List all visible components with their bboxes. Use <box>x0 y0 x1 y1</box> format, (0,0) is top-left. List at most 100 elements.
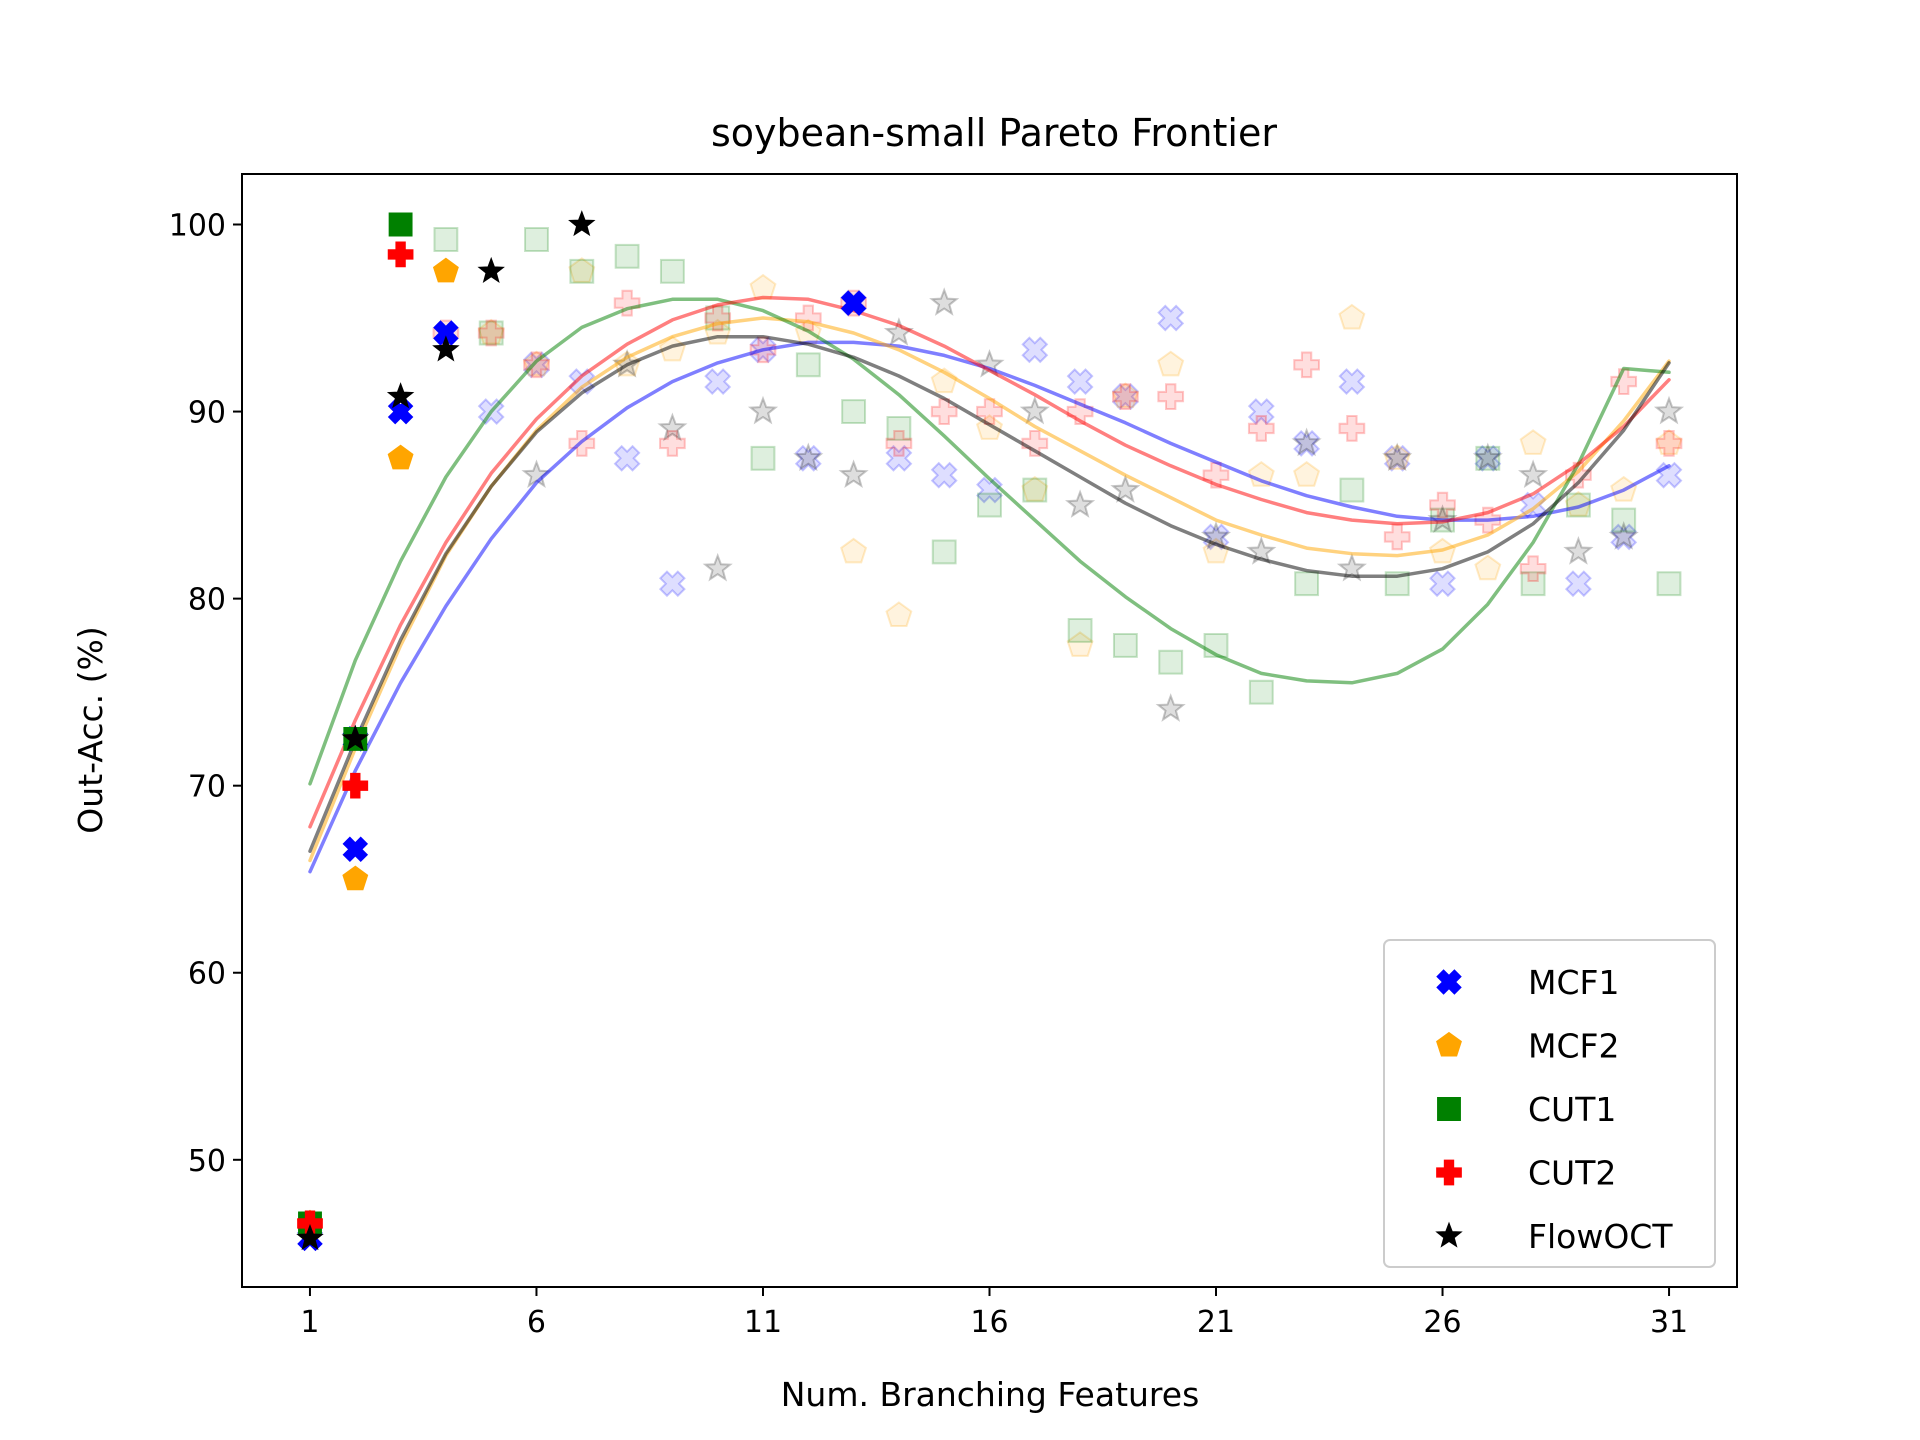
frontier-point-cut2-2 <box>387 241 414 268</box>
legend-marker-cut1 <box>1437 1097 1461 1121</box>
faded-point-mcf1-13 <box>1066 368 1094 396</box>
faded-point-cut2-10 <box>885 430 913 457</box>
x-tick-label-16: 16 <box>970 1305 1008 1340</box>
faded-point-mcf1-20 <box>1383 444 1411 472</box>
faded-point-cut1-2 <box>524 227 549 252</box>
frontier-point-flowoct-3 <box>432 335 460 362</box>
legend-frame <box>1383 939 1716 1268</box>
faded-point-flowoct-10 <box>1019 395 1050 425</box>
faded-point-cut1-0 <box>433 227 459 252</box>
faded-point-mcf1-5 <box>704 368 732 396</box>
faded-point-flowoct-2 <box>657 412 688 442</box>
faded-point-mcf1-24 <box>1564 570 1592 598</box>
faded-point-cut1-9 <box>841 399 867 425</box>
faded-point-flowoct-15 <box>1246 536 1277 565</box>
faded-point-flowoct-22 <box>1563 536 1594 565</box>
faded-point-cut2-12 <box>976 398 1003 425</box>
faded-point-mcf2-23 <box>1519 429 1547 455</box>
faded-point-cut2-2 <box>523 351 550 379</box>
plot-area <box>241 173 1738 1288</box>
faded-point-mcf2-0 <box>477 318 505 345</box>
legend: MCF1 MCF2 CUT1 CUT2 FlowOCT <box>1383 939 1716 1268</box>
frontier-points-layer <box>296 210 867 1252</box>
faded-point-cut2-26 <box>1610 368 1638 395</box>
x-tick-label-6: 6 <box>527 1305 546 1340</box>
trend-line-cut1 <box>308 297 1671 786</box>
legend-marker-mcf1 <box>1436 969 1462 995</box>
faded-point-cut1-11 <box>931 539 957 565</box>
faded-point-cut2-22 <box>1429 491 1456 519</box>
faded-point-cut2-18 <box>1247 415 1275 442</box>
faded-point-mcf1-19 <box>1338 368 1366 396</box>
faded-point-cut1-8 <box>795 352 821 378</box>
x-tick-label-26: 26 <box>1423 1305 1461 1340</box>
faded-point-mcf1-10 <box>930 461 958 489</box>
faded-point-cut2-20 <box>1338 415 1366 442</box>
frontier-point-flowoct-0 <box>296 1223 324 1251</box>
faded-point-mcf2-26 <box>1655 429 1683 455</box>
faded-point-cut1-3 <box>569 258 595 284</box>
x-tick-label-21: 21 <box>1197 1305 1235 1340</box>
legend-marker-flowoct <box>1435 1221 1463 1248</box>
faded-point-mcf2-15 <box>1157 350 1185 377</box>
faded-point-mcf1-14 <box>1111 383 1139 411</box>
faded-point-mcf2-20 <box>1383 444 1411 470</box>
faded-point-mcf2-13 <box>1066 631 1094 657</box>
faded-point-mcf2-12 <box>1021 475 1049 502</box>
faded-point-flowoct-14 <box>1200 521 1232 550</box>
faded-point-flowoct-18 <box>1382 442 1413 472</box>
faded-point-mcf1-9 <box>885 444 913 472</box>
faded-point-mcf1-3 <box>613 444 641 472</box>
faded-point-flowoct-13 <box>1155 693 1186 722</box>
x-axis-label: Num. Branching Features <box>781 1375 1200 1414</box>
frontier-point-cut2-1 <box>342 772 369 799</box>
faded-point-cut2-24 <box>1519 555 1547 583</box>
faded-point-flowoct-12 <box>1110 474 1141 503</box>
faded-point-mcf2-2 <box>568 257 596 283</box>
faded-point-mcf1-25 <box>1610 523 1638 551</box>
y-tick-label-100: 100 <box>169 209 226 244</box>
legend-marker-mcf2 <box>1436 1031 1462 1057</box>
faded-point-cut2-6 <box>704 304 732 332</box>
frontier-point-flowoct-4 <box>477 256 505 283</box>
y-tick-label-80: 80 <box>188 583 226 618</box>
faded-point-mcf1-12 <box>1021 336 1049 364</box>
faded-point-cut1-27 <box>1656 571 1682 597</box>
faded-point-mcf1-7 <box>794 444 822 472</box>
faded-point-mcf1-15 <box>1157 304 1185 332</box>
y-axis-ticks: 50 60 70 80 90 100 <box>169 209 242 1179</box>
faded-point-cut1-23 <box>1475 445 1501 471</box>
faded-point-flowoct-21 <box>1518 459 1549 489</box>
faded-point-cut1-18 <box>1248 679 1274 705</box>
faded-point-cut1-5 <box>659 258 685 284</box>
faded-point-cut2-4 <box>613 289 641 317</box>
faded-point-cut2-5 <box>659 430 686 457</box>
faded-point-cut1-20 <box>1339 477 1365 503</box>
legend-marker-cut2 <box>1436 1159 1462 1186</box>
x-axis-ticks: 1 6 11 16 21 26 31 <box>300 1287 1688 1340</box>
faded-point-cut1-7 <box>750 445 776 471</box>
legend-label-cut1: CUT1 <box>1528 1090 1616 1129</box>
faded-point-flowoct-20 <box>1472 442 1503 472</box>
faded-point-mcf2-14 <box>1111 382 1139 409</box>
frontier-point-flowoct-1 <box>341 724 370 751</box>
frontier-point-mcf1-5 <box>840 290 867 316</box>
faded-point-cut1-15 <box>1112 632 1138 658</box>
y-tick-label-90: 90 <box>188 396 226 431</box>
faded-point-flowoct-8 <box>929 287 960 316</box>
faded-point-mcf2-19 <box>1338 303 1366 330</box>
faded-point-mcf2-22 <box>1474 554 1502 581</box>
frontier-point-cut1-2 <box>388 212 413 237</box>
trend-line-cut2 <box>308 295 1671 829</box>
frontier-point-mcf2-2 <box>387 444 414 470</box>
faded-point-cut2-16 <box>1157 383 1185 410</box>
faded-point-flowoct-16 <box>1291 427 1322 457</box>
frontier-point-flowoct-2 <box>386 382 415 409</box>
faded-point-flowoct-3 <box>702 552 733 582</box>
x-tick-label-1: 1 <box>300 1305 319 1340</box>
faded-point-mcf1-17 <box>1247 398 1275 426</box>
faded-point-cut1-13 <box>1022 477 1048 503</box>
faded-point-flowoct-5 <box>793 442 824 472</box>
faded-point-mcf1-22 <box>1474 444 1502 472</box>
